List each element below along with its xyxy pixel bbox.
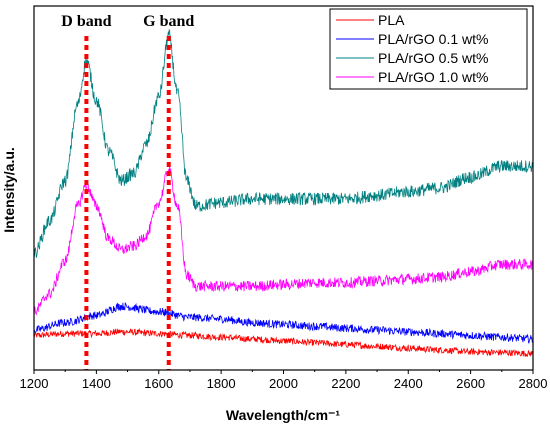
band-label: D band — [61, 13, 111, 30]
legend-box — [329, 8, 528, 90]
x-tick-label: 2400 — [394, 376, 423, 391]
x-tick-label: 1400 — [82, 376, 111, 391]
series-line — [33, 327, 534, 358]
x-tick-label: 2200 — [331, 376, 360, 391]
x-axis-title: Wavelength/cm⁻¹ — [226, 407, 341, 423]
band-labels: D band G band — [61, 13, 194, 30]
series-line — [33, 166, 534, 317]
legend-entry: PLA/rGO 0.5 wt% — [378, 50, 488, 66]
x-tick-label: 1600 — [144, 376, 173, 391]
band-label: G band — [143, 13, 194, 30]
band-lines — [84, 36, 171, 370]
series-line — [33, 28, 534, 258]
legend-entry: PLA/rGO 0.1 wt% — [378, 31, 488, 47]
x-tick-label: 1200 — [20, 376, 49, 391]
legend-entry: PLA/rGO 1.0 wt% — [378, 69, 488, 85]
y-axis-title: Intensity/a.u. — [1, 147, 17, 233]
x-axis: 1200 1400 1600 1800 2000 2200 2400 2600 2800 — [20, 370, 548, 391]
x-tick-label: 1800 — [207, 376, 236, 391]
x-tick-label: 2000 — [269, 376, 298, 391]
x-tick-label: 2600 — [456, 376, 485, 391]
legend-entry: PLA — [378, 12, 405, 28]
series-line — [33, 301, 534, 344]
legend: PLA PLA/rGO 0.1 wt% PLA/rGO 0.5 wt% PLA/rGO… — [329, 8, 528, 90]
x-tick-label: 2800 — [519, 376, 548, 391]
plot-area — [33, 28, 534, 358]
